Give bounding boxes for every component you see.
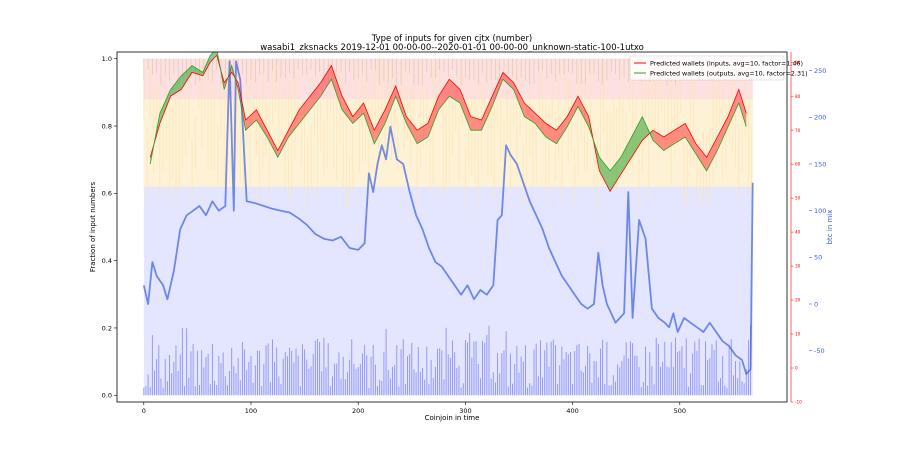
y-mid-tick-label: 10 — [795, 332, 801, 337]
x-tick-label: 300 — [459, 407, 471, 415]
wallet-difference-segment — [556, 116, 568, 144]
series-lines — [142, 52, 754, 375]
wallet-difference-segment — [513, 82, 525, 117]
y-mid-tick-label: 30 — [795, 264, 801, 269]
input-count-bars — [143, 325, 752, 396]
y2-tick-label: 0 — [814, 300, 818, 308]
wallet-difference-segment — [342, 96, 353, 124]
y-mid-tick-label: -10 — [795, 400, 802, 405]
wallet-difference-segment — [331, 65, 343, 110]
wallet-difference-segment — [685, 123, 696, 154]
wallet-difference-segment — [159, 89, 171, 124]
x-tick-label: 100 — [245, 407, 257, 415]
wallet-difference-segment — [320, 65, 332, 97]
wallet-difference-segment — [277, 130, 289, 158]
legend-outputs-label: Predicted wallets (outputs, avg=10, fact… — [650, 70, 808, 78]
y-mid-tick-label: 80 — [795, 94, 801, 99]
x-tick-label: 500 — [674, 407, 686, 415]
wallet-difference-segment — [470, 116, 482, 131]
wallet-difference-segment — [288, 109, 300, 137]
wallet-difference-segment — [502, 72, 514, 90]
wallet-difference-segment — [524, 102, 536, 124]
y-mid-tick-label: 70 — [795, 128, 801, 133]
wallet-difference-segment — [210, 52, 217, 63]
y-mid-tick-label: 90 — [795, 60, 801, 65]
wallet-difference-segment — [577, 96, 589, 127]
wallet-difference-segment — [567, 96, 578, 127]
wallet-difference-segment — [610, 157, 621, 192]
wallet-difference-segment — [406, 116, 418, 144]
wallet-difference-segment — [545, 123, 557, 144]
x-axis-label: Coinjoin in time — [425, 414, 480, 422]
chart-title: Type of inputs for given cjtx (number) — [371, 34, 533, 44]
legend-box — [629, 55, 785, 81]
wallet-difference-segment — [374, 109, 385, 144]
wallet-difference-segment — [385, 85, 396, 124]
y2-tick-label: 200 — [814, 114, 826, 122]
wallet-difference-segment — [352, 102, 364, 124]
legend-inputs-label: Predicted wallets (inputs, avg=10, facto… — [650, 60, 803, 68]
y-tick-label: 0.8 — [102, 122, 112, 130]
y-tick-label: 1.0 — [102, 55, 112, 63]
wallet-difference-segment — [256, 109, 268, 137]
y-axis-label: Fraction of input numbers — [89, 181, 97, 272]
wallet-difference-segment — [535, 113, 546, 137]
wallet-difference-segment — [309, 82, 321, 110]
y2-tick-label: 50 — [814, 254, 822, 262]
wallet-difference-segment — [363, 102, 375, 144]
wallet-difference-segment — [438, 79, 450, 110]
wallet-difference-segment — [599, 157, 611, 192]
y-tick-label: 0.0 — [102, 392, 112, 400]
inputs-wallets-line — [149, 54, 747, 193]
y2-tick-label: -50 — [814, 347, 825, 355]
y2-tick-label: 150 — [814, 160, 826, 168]
y2-tick-label: 250 — [814, 67, 826, 75]
wallet-difference-segment — [728, 89, 739, 127]
wallet-difference-segment — [738, 89, 747, 127]
plot-frame — [116, 51, 788, 403]
outputs-wallets-line — [149, 52, 747, 172]
wallet-difference-segment — [717, 116, 729, 151]
y-mid-tick-label: 0 — [795, 366, 798, 371]
legend: Predicted wallets (inputs, avg=10, facto… — [629, 55, 808, 81]
wallet-difference-segment — [427, 96, 439, 137]
wallet-difference-segment — [267, 130, 278, 158]
y-mid-tick-label: 60 — [795, 162, 801, 167]
x-tick-label: 400 — [566, 407, 578, 415]
y2-axis-label: btc in mix — [826, 210, 834, 245]
wallet-difference-segment — [653, 130, 664, 151]
y-mid-tick-label: 50 — [795, 196, 801, 201]
axes: 0 100 200 300 400 5000.00.20.40.60.81.0-10010… — [102, 52, 826, 415]
chart-subtitle: wasabi1_zksnacks 2019-12-01 00-00-00--20… — [260, 43, 644, 53]
y-tick-label: 0.2 — [102, 324, 112, 332]
wallet-difference-segment — [245, 109, 257, 131]
x-tick-label: 200 — [352, 407, 364, 415]
y-mid-tick-label: 20 — [795, 298, 801, 303]
y2-tick-label: 100 — [814, 207, 826, 215]
wallet-difference-segment — [663, 130, 675, 151]
wallet-difference-segment — [620, 136, 632, 175]
x-tick-label: 0 — [142, 407, 146, 415]
wallet-difference-segment — [631, 116, 643, 158]
y-tick-label: 0.4 — [102, 257, 112, 265]
y-mid-tick-label: 40 — [795, 230, 801, 235]
wallet-difference-segment — [181, 65, 193, 90]
wallet-difference-segment — [170, 75, 182, 97]
btc-in-mix-line — [142, 60, 754, 375]
wallet-difference-segment — [395, 85, 407, 124]
wallet-difference-segment — [460, 89, 471, 131]
wallet-difference-segment — [706, 136, 718, 171]
wallet-difference-segment — [492, 72, 503, 107]
wallet-difference-segment — [481, 96, 493, 131]
y-tick-label: 0.6 — [102, 190, 112, 198]
wallet-difference-segment — [695, 143, 707, 171]
wallet-difference-segment — [449, 79, 461, 103]
wallet-difference-segment — [299, 96, 310, 124]
